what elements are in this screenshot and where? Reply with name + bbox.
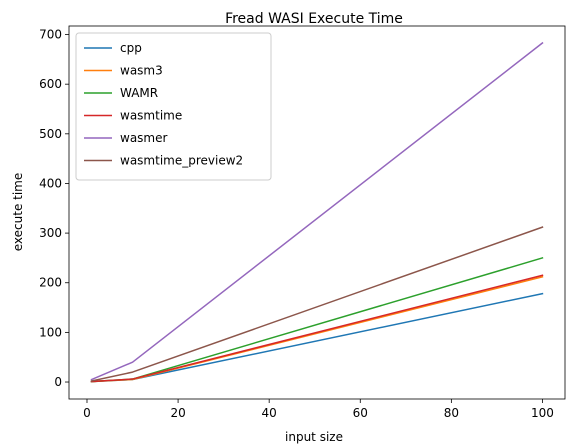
x-tick-label: 40 bbox=[262, 406, 277, 420]
series-line-wasmtime_preview2 bbox=[90, 226, 544, 382]
x-tick-label: 0 bbox=[83, 406, 91, 420]
y-tick-label: 300 bbox=[39, 226, 62, 240]
chart-title: Fread WASI Execute Time bbox=[225, 11, 403, 27]
legend-label-cpp: cpp bbox=[120, 41, 142, 55]
x-axis-ticks: 0 20 40 60 80 100 bbox=[83, 399, 554, 420]
legend-label-wasmer: wasmer bbox=[120, 131, 167, 145]
legend-label-wasmtime: wasmtime bbox=[120, 109, 182, 123]
y-axis-ticks: 0 100 200 300 400 500 600 700 bbox=[39, 28, 69, 389]
x-tick-label: 100 bbox=[531, 406, 554, 420]
y-tick-label: 700 bbox=[39, 28, 62, 42]
y-axis-label: execute time bbox=[11, 173, 25, 252]
x-tick-label: 80 bbox=[444, 406, 459, 420]
y-tick-label: 100 bbox=[39, 325, 62, 339]
y-tick-label: 600 bbox=[39, 77, 62, 91]
y-tick-label: 500 bbox=[39, 127, 62, 141]
plot-lines bbox=[90, 41, 544, 383]
y-tick-label: 0 bbox=[54, 375, 62, 389]
legend-label-WAMR: WAMR bbox=[120, 86, 158, 100]
x-tick-label: 60 bbox=[353, 406, 368, 420]
series-line-wasmer bbox=[90, 41, 544, 381]
y-tick-label: 200 bbox=[39, 276, 62, 290]
x-tick-label: 20 bbox=[170, 406, 185, 420]
legend-frame bbox=[75, 32, 272, 181]
x-axis-label: input size bbox=[285, 430, 343, 444]
series-line-wasmtime bbox=[90, 274, 544, 383]
plot-frame bbox=[68, 25, 566, 400]
y-tick-label: 400 bbox=[39, 176, 62, 190]
legend-label-wasmtime_preview2: wasmtime_preview2 bbox=[120, 154, 243, 168]
legend: cpp wasm3 WAMR wasmtime wasmer wasmtime_previ… bbox=[75, 32, 272, 181]
legend-label-wasm3: wasm3 bbox=[120, 64, 163, 78]
